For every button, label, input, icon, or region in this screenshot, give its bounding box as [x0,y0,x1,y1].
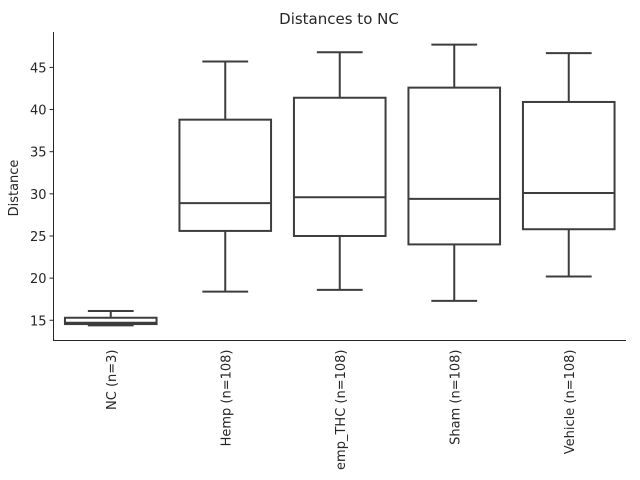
x-tick-label: emp_THC (n=108) [334,350,349,470]
box-iqr [63,316,158,326]
x-tick-label: NC (n=3) [105,350,120,410]
y-tick-label: 25 [30,230,47,245]
box-iqr [292,96,387,237]
box-1 [63,309,158,327]
y-tick-label: 30 [30,188,47,203]
x-tick-label: Hemp (n=108) [219,350,234,447]
y-tick-label: 15 [30,314,47,329]
y-tick-label: 20 [30,272,47,287]
y-tick-label: 40 [30,104,47,119]
y-tick-label: 35 [30,146,47,161]
box-5 [521,52,616,278]
chart-title: Distances to NC [279,10,399,28]
y-axis-label: Distance [7,160,22,217]
box-iqr [178,118,273,232]
box-iqr [521,100,616,231]
x-tick-label: Sham (n=108) [448,350,463,445]
box-4 [407,43,502,302]
box-3 [292,51,387,291]
x-tick-labels: NC (n=3) Hemp (n=108) emp_THC (n=108) Sham … [105,350,578,470]
box-iqr [407,86,502,246]
box-series [63,43,616,327]
y-tick-label: 45 [30,61,47,76]
box-2 [178,60,273,293]
y-tick-labels: 15 20 25 30 35 40 45 [30,61,54,329]
x-tick-label: Vehicle (n=108) [563,350,578,455]
